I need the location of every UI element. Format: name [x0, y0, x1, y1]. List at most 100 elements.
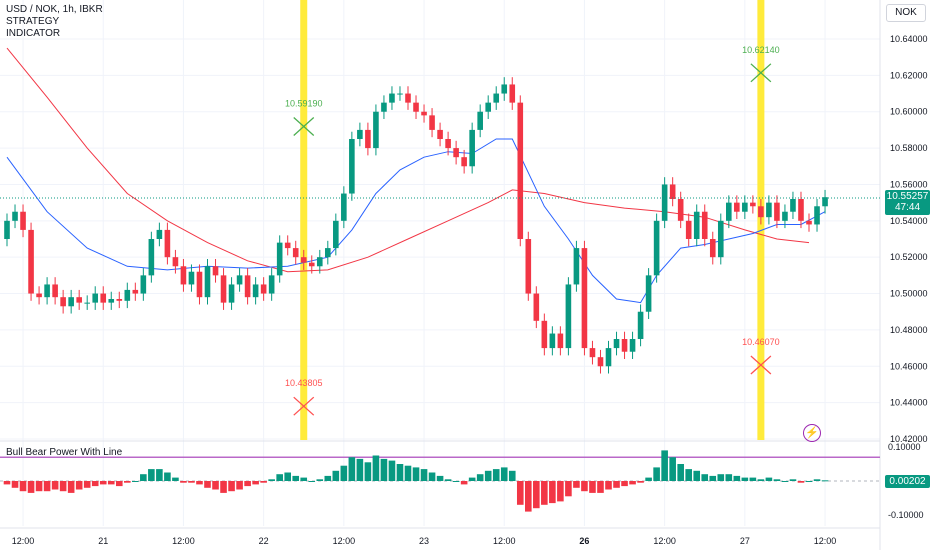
bbp-bar-80 [645, 477, 652, 481]
candle-body-34 [276, 242, 283, 276]
bbp-bar-99 [797, 481, 805, 483]
bbp-bar-28 [228, 481, 235, 492]
last-price-value: 10.55257 [886, 191, 929, 202]
bbp-bar-8 [67, 481, 75, 493]
candle-body-75 [605, 348, 612, 367]
candle-body-52 [421, 111, 427, 116]
bbp-bar-31 [252, 481, 259, 485]
bbp-bar-10 [83, 481, 91, 488]
bbp-bar-62 [500, 467, 508, 481]
bbp-bar-36 [292, 475, 300, 481]
time-axis-label-3: 22 [259, 536, 269, 546]
bbp-bar-88 [709, 475, 717, 481]
bbp-bar-71 [573, 481, 580, 488]
candle-body-94 [758, 206, 764, 218]
candle-body-12 [100, 293, 107, 303]
candle-body-62 [501, 84, 508, 94]
bbp-bar-1 [11, 481, 19, 488]
candle-body-30 [244, 275, 251, 298]
bbp-bar-58 [468, 477, 476, 481]
candle-body-64 [517, 102, 524, 240]
bbp-bar-78 [629, 481, 636, 485]
bbp-bar-67 [541, 481, 548, 505]
bbp-bar-95 [765, 477, 773, 481]
bbp-bar-16 [132, 481, 139, 482]
candle-body-55 [445, 139, 451, 149]
candle-body-61 [493, 93, 500, 103]
candle-body-37 [300, 257, 307, 263]
bbp-bar-14 [115, 481, 123, 487]
bbp-bar-98 [789, 479, 797, 481]
indicator-title[interactable]: Bull Bear Power With Line [6, 447, 123, 458]
price-axis-label-0: 10.42000 [890, 434, 928, 444]
bbp-bar-11 [91, 481, 99, 487]
candle-body-78 [629, 339, 636, 352]
candle-body-5 [44, 284, 50, 298]
bbp-bar-74 [597, 481, 604, 493]
bbp-bar-24 [196, 481, 203, 485]
price-axis-label-11: 10.64000 [890, 34, 928, 44]
candle-body-33 [268, 275, 275, 294]
bbp-bar-73 [589, 481, 596, 493]
bbp-bar-50 [404, 465, 412, 481]
candle-body-91 [734, 202, 740, 212]
bbp-bar-61 [492, 469, 500, 481]
bbp-bar-52 [420, 469, 428, 481]
bbp-bar-40 [324, 475, 332, 481]
time-axis-label-6: 12:00 [493, 536, 516, 546]
candle-body-46 [373, 111, 379, 149]
bbp-bar-83 [669, 457, 676, 481]
candle-body-101 [814, 206, 820, 225]
bbp-bar-33 [268, 479, 275, 481]
time-axis-label-5: 23 [419, 536, 429, 546]
strategy-label[interactable]: STRATEGY [6, 16, 60, 27]
candle-body-18 [148, 239, 155, 276]
candle-body-14 [116, 299, 123, 301]
candle-body-17 [140, 275, 147, 294]
candle-body-95 [766, 202, 772, 218]
candle-body-53 [429, 115, 435, 130]
candle-body-79 [637, 311, 644, 339]
bbp-bar-75 [605, 481, 612, 490]
signal-label-2: 10.62140 [742, 45, 780, 55]
bbp-bar-15 [124, 481, 131, 483]
candle-body-40 [325, 248, 331, 258]
bbp-bar-34 [276, 474, 283, 481]
candle-body-9 [76, 297, 82, 303]
bbp-bar-23 [188, 481, 195, 483]
bbp-bar-32 [260, 481, 267, 483]
lightning-icon[interactable]: ⚡ [803, 424, 821, 442]
currency-badge[interactable]: NOK [886, 4, 926, 22]
candle-body-97 [782, 211, 788, 221]
time-axis-label-1: 21 [98, 536, 108, 546]
candle-body-58 [469, 129, 475, 167]
time-axis-label-9: 27 [740, 536, 750, 546]
bbp-bar-59 [476, 474, 484, 481]
bbp-bar-20 [164, 472, 171, 481]
candle-body-32 [260, 284, 267, 294]
candle-body-3 [28, 229, 34, 294]
candle-body-90 [726, 202, 732, 221]
candle-body-102 [822, 197, 828, 207]
bbp-bar-68 [549, 481, 556, 504]
bbp-bar-3 [27, 481, 35, 493]
signal-cross-1 [293, 396, 315, 416]
bbp-bar-45 [364, 462, 372, 481]
candle-body-65 [525, 239, 532, 294]
bbp-bar-86 [693, 470, 701, 481]
grid-lines [0, 0, 881, 550]
bar-countdown: 47:44 [894, 202, 921, 213]
candle-body-19 [156, 229, 163, 239]
bbp-bar-51 [412, 467, 420, 481]
bbp-bar-94 [757, 479, 765, 481]
candle-body-54 [437, 129, 443, 139]
bbp-bar-38 [308, 481, 316, 482]
bbp-bar-7 [59, 481, 67, 492]
time-axis-label-8: 12:00 [653, 536, 676, 546]
blue-moving-average-line [6, 138, 826, 304]
candle-body-99 [798, 199, 804, 221]
indicator-label[interactable]: INDICATOR [6, 28, 61, 39]
signal-label-0: 10.59190 [285, 98, 323, 108]
time-axis-label-10: 12:00 [814, 536, 837, 546]
